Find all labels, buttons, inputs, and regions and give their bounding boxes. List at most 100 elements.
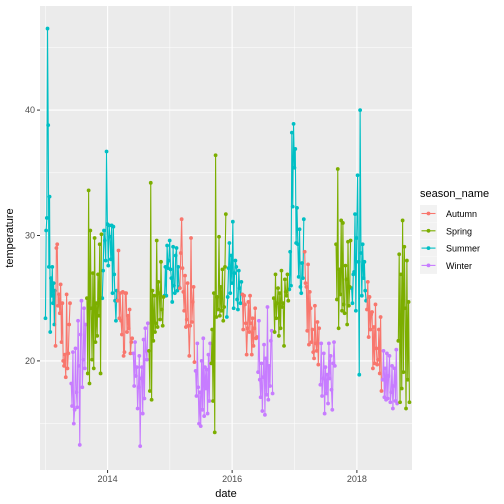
data-point: [99, 232, 104, 237]
data-point: [263, 356, 268, 361]
data-point: [127, 307, 132, 312]
data-point: [267, 364, 272, 368]
data-point: [179, 217, 184, 222]
data-point: [62, 364, 66, 368]
data-point: [170, 300, 175, 304]
data-point: [282, 277, 287, 282]
data-point: [298, 285, 303, 289]
legend: season_name Autumn Spring Summer Winter: [420, 188, 489, 274]
data-point: [153, 330, 157, 334]
data-point: [238, 301, 243, 306]
data-point: [398, 400, 402, 405]
data-point: [194, 394, 199, 398]
data-point: [141, 337, 146, 342]
data-point: [199, 359, 204, 363]
plot-panel: [40, 6, 412, 470]
data-point: [260, 409, 265, 413]
data-point: [327, 341, 331, 346]
series-line: [179, 218, 195, 363]
data-point: [383, 366, 388, 371]
data-point: [64, 292, 69, 297]
data-point: [44, 228, 49, 233]
data-point: [371, 325, 376, 329]
data-point: [43, 316, 48, 321]
data-point: [377, 327, 381, 332]
data-point: [96, 313, 101, 318]
data-point: [102, 228, 106, 233]
legend-label-spring: Spring: [446, 226, 472, 236]
x-tick-label: 2018: [347, 474, 367, 484]
data-point: [128, 351, 133, 356]
data-point: [394, 347, 399, 352]
data-point: [325, 372, 330, 377]
y-tick-label: 40: [25, 105, 35, 115]
data-point: [225, 295, 230, 299]
data-point: [373, 302, 378, 307]
data-point: [182, 308, 187, 313]
data-point: [223, 264, 227, 269]
data-point: [312, 356, 316, 361]
data-point: [326, 401, 330, 406]
series-line: [148, 182, 165, 401]
data-point: [354, 236, 359, 240]
data-point: [215, 295, 220, 299]
data-point: [77, 443, 82, 447]
data-point: [236, 307, 240, 312]
data-point: [359, 251, 363, 255]
data-point: [160, 323, 165, 328]
data-point: [80, 385, 85, 390]
data-point: [366, 335, 371, 339]
data-point: [172, 283, 176, 288]
data-point: [261, 375, 266, 380]
data-point: [111, 224, 116, 229]
data-point: [101, 268, 106, 273]
data-point: [347, 285, 352, 289]
data-point: [247, 330, 252, 334]
data-point: [159, 307, 164, 312]
data-point: [249, 352, 254, 357]
data-point: [342, 311, 347, 316]
data-point: [131, 351, 136, 356]
data-point: [50, 264, 55, 269]
data-point: [230, 281, 234, 286]
data-point: [256, 370, 260, 375]
data-point: [315, 320, 320, 324]
series-line: [70, 300, 87, 446]
data-point: [272, 330, 277, 334]
data-point: [91, 271, 95, 276]
data-point: [279, 268, 284, 273]
data-point: [271, 296, 276, 301]
data-point: [340, 308, 344, 313]
data-point: [104, 149, 109, 154]
data-point: [213, 153, 218, 158]
data-point: [336, 326, 341, 331]
data-point: [392, 366, 397, 371]
data-point: [208, 341, 213, 346]
data-point: [57, 292, 61, 297]
data-point: [86, 188, 91, 193]
data-point: [273, 272, 278, 277]
data-point: [145, 321, 150, 326]
data-point: [189, 320, 194, 324]
data-point: [403, 306, 408, 311]
data-point: [180, 266, 185, 270]
data-point: [399, 386, 404, 391]
data-point: [390, 364, 394, 368]
data-point: [144, 348, 149, 353]
data-point: [310, 327, 315, 332]
data-point: [265, 305, 270, 309]
legend-key-point: [426, 211, 431, 216]
data-point: [57, 311, 62, 316]
data-point: [114, 318, 118, 323]
data-point: [309, 340, 314, 344]
data-point: [303, 281, 308, 286]
data-point: [67, 322, 72, 327]
data-point: [353, 212, 357, 217]
data-point: [235, 297, 239, 302]
data-point: [357, 372, 362, 377]
data-point: [116, 248, 121, 253]
data-point: [367, 295, 372, 299]
data-point: [85, 371, 90, 376]
data-point: [136, 385, 141, 390]
data-point: [47, 194, 52, 199]
